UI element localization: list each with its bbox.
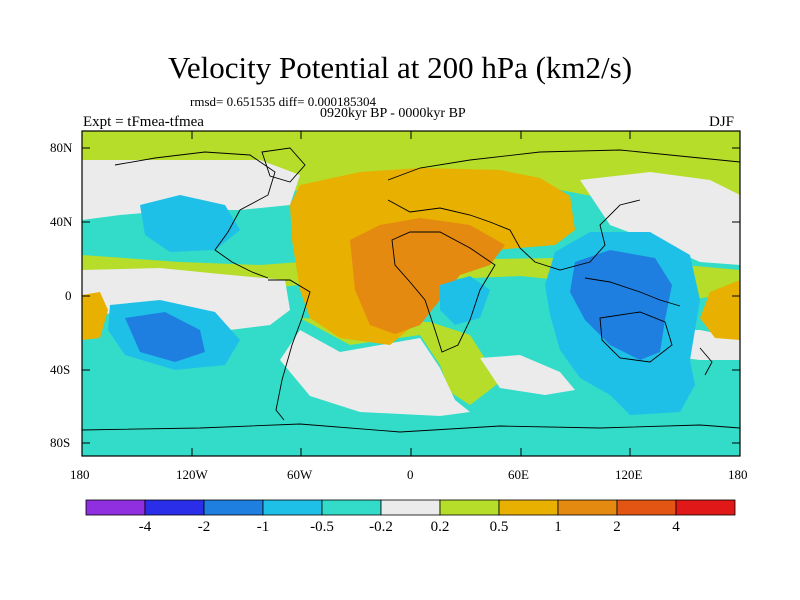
colorbar-swatch: [85, 499, 146, 516]
colorbar-swatch: [557, 499, 618, 516]
colorbar-label: 0.5: [489, 519, 509, 535]
lon-label: 180: [70, 467, 90, 482]
field-white-satl: [280, 330, 470, 416]
field-blue-maritime: [570, 250, 672, 360]
period-label: 0920kyr BP - 0000kyr BP: [320, 106, 466, 121]
colorbar-swatch: [321, 499, 382, 516]
field-blue-spac: [125, 312, 205, 362]
colorbar-label: -0.5: [310, 519, 334, 535]
field-yellow-east-edge: [700, 280, 740, 340]
field-cyan-npac: [140, 195, 240, 252]
colorbar-label: 4: [672, 519, 680, 535]
map-title: Velocity Potential at 200 hPa (km2/s): [167, 50, 633, 85]
lon-label: 120E: [615, 467, 643, 482]
colorbar: [85, 499, 736, 516]
colorbar-swatch: [675, 499, 736, 516]
axis-ticks: [82, 131, 740, 456]
lat-label: 40S: [50, 362, 71, 377]
colorbar-label: 0.2: [430, 519, 450, 535]
colorbar-swatch: [203, 499, 264, 516]
experiment-label: Expt = tFmea-tfmea: [83, 114, 204, 130]
field-white-sind: [480, 355, 575, 395]
colorbar-swatch: [380, 499, 441, 516]
contour-field: [82, 131, 740, 456]
colorbar-swatch: [439, 499, 500, 516]
field-orange-africa: [350, 218, 505, 334]
colorbar-swatch: [498, 499, 559, 516]
colorbar-swatch: [144, 499, 205, 516]
stats-line: rmsd= 0.651535 diff= 0.000185304: [190, 94, 376, 109]
lon-label: 60W: [287, 467, 313, 482]
colorbar-label: -4: [138, 519, 152, 535]
colorbar-swatch: [616, 499, 677, 516]
field-white-epac: [82, 268, 290, 330]
lon-label: 60E: [508, 467, 529, 482]
field-white-na: [82, 160, 300, 220]
field-cyan-africa: [440, 276, 490, 325]
lat-label: 80S: [50, 435, 71, 450]
lon-label: 180: [728, 467, 748, 482]
colorbar-label: -2: [197, 519, 211, 535]
field-yellow-west-edge: [82, 292, 108, 340]
season-label: DJF: [709, 114, 735, 130]
lat-label: 80N: [50, 140, 73, 155]
colorbar-swatch: [262, 499, 323, 516]
lat-label: 40N: [50, 214, 73, 229]
lon-label: 120W: [176, 467, 208, 482]
field-green-south: [300, 318, 500, 405]
field-white-pacific: [580, 172, 740, 265]
coastlines: [82, 147, 740, 433]
colorbar-label: 1: [554, 519, 562, 535]
lon-label: 0: [407, 467, 414, 482]
colorbar-label: -0.2: [369, 519, 393, 535]
colorbar-label: 2: [613, 519, 621, 535]
colorbar-label: -1: [256, 519, 270, 535]
lat-label: 0: [65, 288, 72, 303]
